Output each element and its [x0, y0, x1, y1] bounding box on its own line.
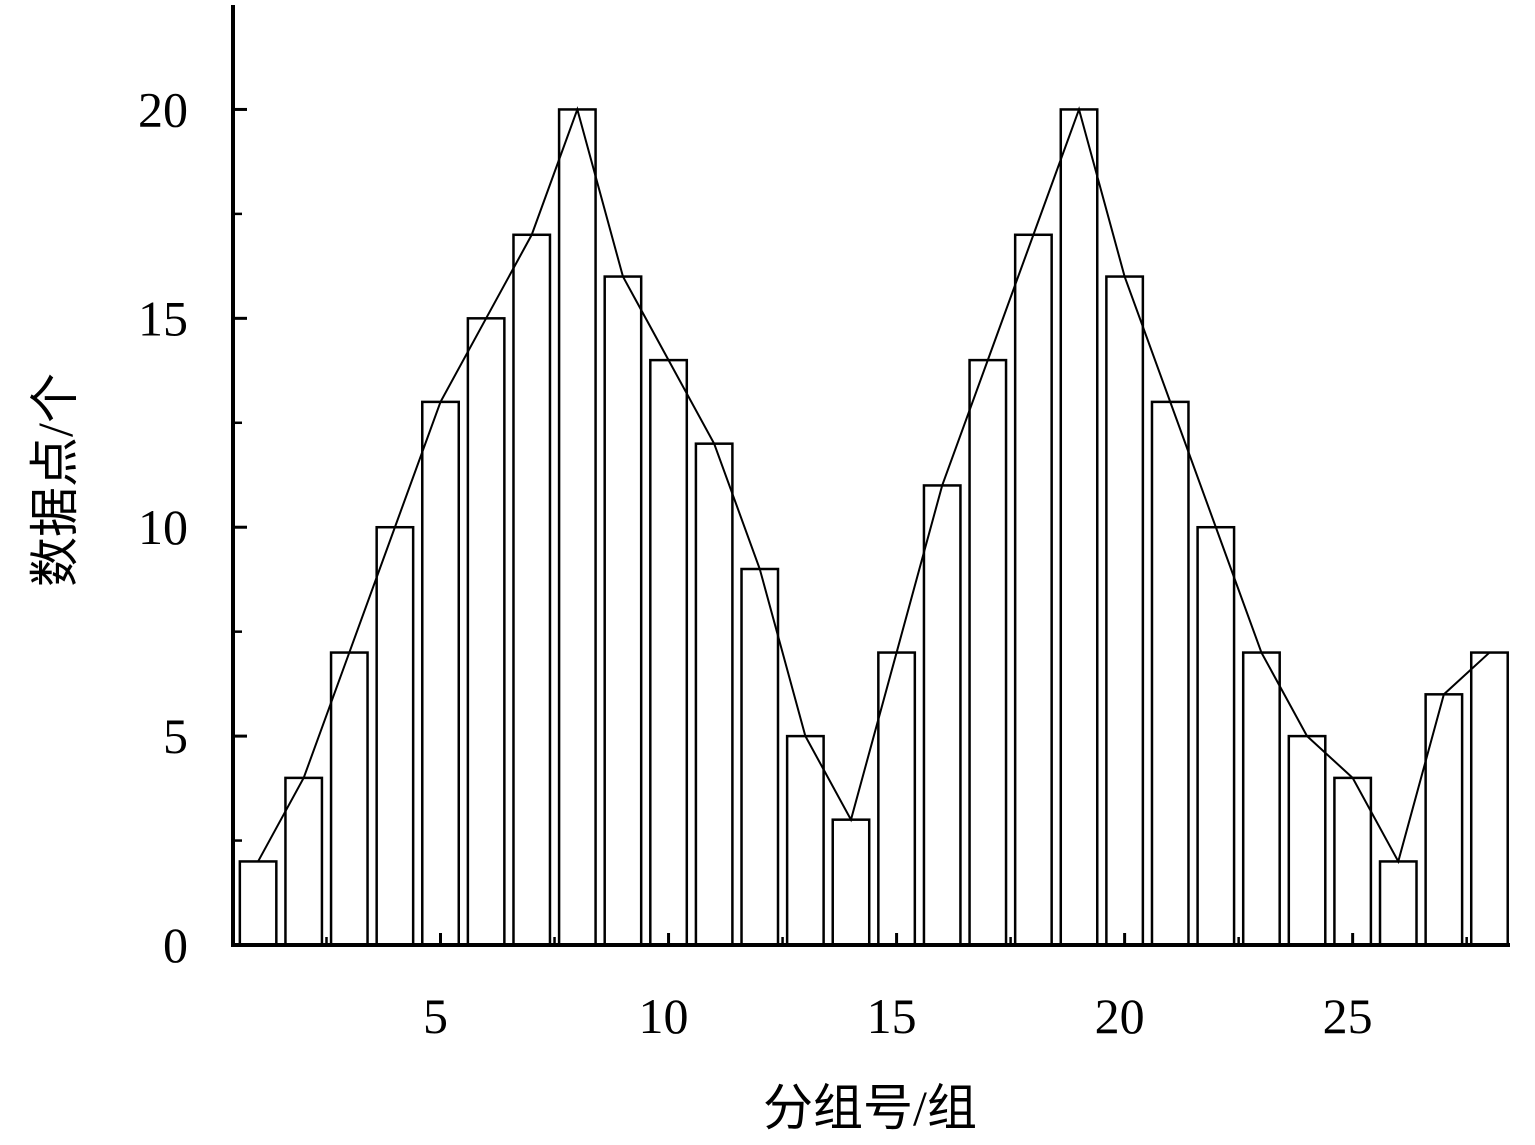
bar — [557, 108, 597, 947]
bar — [1287, 734, 1327, 947]
bar — [1424, 693, 1464, 947]
y-tick-label: 5 — [163, 708, 188, 764]
trend-line — [257, 106, 1491, 865]
bar — [1150, 400, 1190, 947]
bar — [421, 400, 461, 947]
bar — [466, 317, 506, 947]
bar — [512, 233, 552, 947]
y-tick-label: 10 — [138, 499, 188, 555]
bar — [694, 442, 734, 947]
bar — [968, 358, 1008, 947]
bar — [329, 651, 369, 947]
bar — [1059, 108, 1099, 947]
x-tick-label: 15 — [867, 988, 917, 1044]
x-tick-label: 25 — [1323, 988, 1373, 1044]
x-axis-label: 分组号/组 — [763, 1080, 977, 1136]
bar — [603, 275, 643, 947]
y-tick-label: 20 — [138, 81, 188, 137]
bar — [1469, 651, 1509, 947]
bar — [1378, 860, 1418, 947]
bar — [649, 358, 689, 947]
bar — [740, 567, 780, 947]
y-tick-label: 15 — [138, 290, 188, 346]
bar — [831, 818, 871, 947]
x-tick-label: 20 — [1095, 988, 1145, 1044]
bar — [785, 734, 825, 947]
bar — [1013, 233, 1053, 947]
bar — [922, 484, 962, 947]
bar — [238, 860, 278, 947]
bar — [375, 525, 415, 947]
bar — [1196, 525, 1236, 947]
x-tick-label: 5 — [423, 988, 448, 1044]
y-axis-label: 数据点/个 — [27, 373, 83, 587]
y-tick-label: 0 — [163, 917, 188, 973]
bar — [1241, 651, 1281, 947]
x-tick-label: 10 — [639, 988, 689, 1044]
bar — [1105, 275, 1145, 947]
